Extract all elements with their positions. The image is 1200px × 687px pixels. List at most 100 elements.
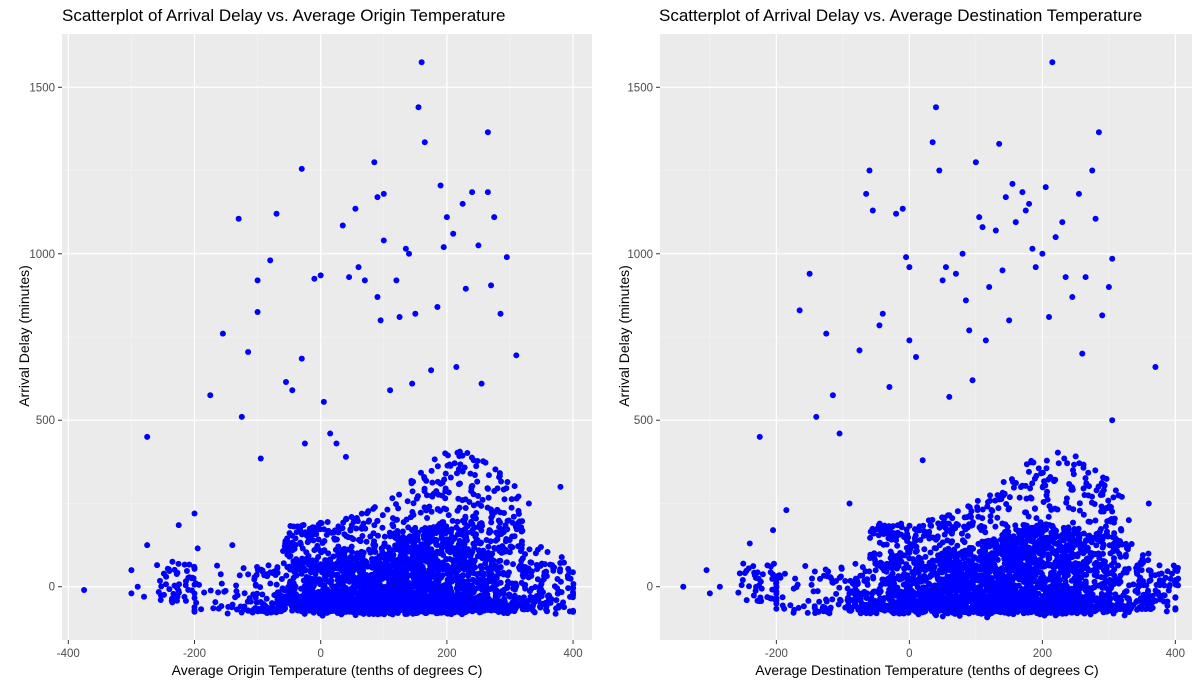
data-point [449,517,456,524]
data-point [518,541,525,548]
data-point [333,440,340,447]
data-point [328,577,335,584]
data-point [311,547,318,554]
data-point [229,601,236,608]
data-point [315,588,322,595]
data-point [347,553,354,560]
data-point [473,531,480,538]
data-point [322,557,329,564]
data-point [497,557,504,564]
x-tick-label: 400 [563,648,582,660]
data-point [358,510,365,517]
data-point [305,605,312,612]
data-point [504,517,511,524]
data-point [160,591,167,598]
data-point [525,500,532,507]
data-point [317,272,324,279]
data-point [388,585,395,592]
data-point [557,483,564,490]
data-point [454,507,461,514]
data-point [300,585,307,592]
data-point [445,589,452,596]
data-point [513,352,520,359]
data-point [245,348,252,355]
data-point [838,564,845,571]
data-point [437,182,444,189]
data-point [488,601,495,608]
data-point [194,545,201,552]
data-point [475,242,482,249]
data-point [254,309,261,316]
data-point [816,598,823,605]
data-point [311,275,318,282]
data-point [321,537,328,544]
data-point [560,599,567,606]
data-point [191,563,198,570]
data-point [320,584,327,591]
data-point [485,549,492,556]
data-point [1126,582,1133,589]
data-point [455,566,462,573]
data-point [381,585,388,592]
data-point [508,496,515,503]
data-point [526,588,533,595]
data-point [335,527,342,534]
data-point [468,528,475,535]
data-point [519,572,526,579]
left-chart-panel: -400 -200 0 200 400 0 500 1000 1500 Scatterplot … [16,6,592,678]
data-point [511,483,518,490]
data-point [914,584,921,591]
y-tick-label: 500 [36,415,55,427]
data-point [358,560,365,567]
data-point [810,588,817,595]
data-point [462,496,469,503]
data-point [351,600,358,607]
data-point [267,257,274,264]
data-point [412,310,419,317]
data-point [275,606,282,613]
x-tick-label: -200 [183,648,206,660]
data-point [282,378,289,385]
data-point [431,556,438,563]
data-point [478,539,485,546]
data-point [510,513,517,520]
data-point [440,244,447,251]
data-point [474,478,481,485]
data-point [164,565,171,572]
data-point [320,598,327,605]
data-point [290,559,297,566]
data-point [461,587,468,594]
data-point [471,564,478,571]
data-point [504,584,511,591]
data-point [273,210,280,217]
data-point [259,567,266,574]
data-point [310,537,317,544]
data-point [444,562,451,569]
data-point [448,526,455,533]
data-point [406,250,413,257]
data-point [513,495,520,502]
data-point [509,519,516,526]
data-point [395,505,402,512]
data-point [348,522,355,529]
data-point [434,463,441,470]
data-point [427,562,434,569]
data-point [1070,519,1077,526]
data-point [518,524,525,531]
data-point [447,601,454,608]
data-point [269,608,276,615]
data-point [155,589,162,596]
data-point [379,591,386,598]
data-point [298,355,305,362]
data-point [800,603,807,610]
data-point [424,514,431,521]
data-point [307,586,314,593]
data-point [456,480,463,487]
data-point [471,471,478,478]
data-point [494,599,501,606]
data-point [503,254,510,261]
data-point [537,601,544,608]
data-point [417,509,424,516]
data-point [357,591,364,598]
data-point [350,536,357,543]
